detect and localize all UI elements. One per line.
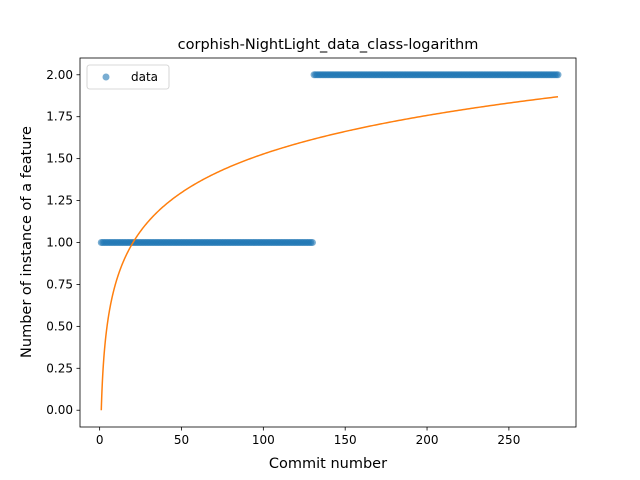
y-tick-label: 1.25 <box>46 194 73 208</box>
y-tick-label: 0.25 <box>46 361 73 375</box>
axis-ticks: 0 50 100 150 200 250 0.00 0.25 0.50 0.75 1.00 1.25 1… <box>46 68 520 447</box>
y-tick-label: 0.75 <box>46 277 73 291</box>
y-tick-label: 1.00 <box>46 236 73 250</box>
chart-title: corphish-NightLight_data_class-logarithm <box>178 37 479 53</box>
plot-area <box>79 57 577 428</box>
x-tick-label: 250 <box>497 433 520 447</box>
y-tick-label: 2.00 <box>46 68 73 82</box>
y-tick-label: 1.75 <box>46 110 73 124</box>
legend-marker <box>102 73 110 81</box>
data-point <box>554 71 562 79</box>
fit-line <box>100 95 559 411</box>
y-tick-label: 0.00 <box>46 403 73 417</box>
legend-label: data <box>131 70 158 84</box>
legend: data <box>86 64 170 90</box>
x-tick-label: 100 <box>252 433 275 447</box>
data-point <box>308 239 316 246</box>
data-series <box>97 71 562 246</box>
y-tick-label: 0.50 <box>46 319 73 333</box>
x-tick-label: 50 <box>174 433 189 447</box>
x-tick-label: 0 <box>96 433 104 447</box>
y-axis-label: Number of instance of a feature <box>19 126 35 358</box>
x-axis-label: Commit number <box>269 456 387 472</box>
legend-box <box>86 64 170 90</box>
x-tick-label: 150 <box>334 433 357 447</box>
y-tick-label: 1.50 <box>46 152 73 166</box>
x-tick-label: 200 <box>416 433 439 447</box>
